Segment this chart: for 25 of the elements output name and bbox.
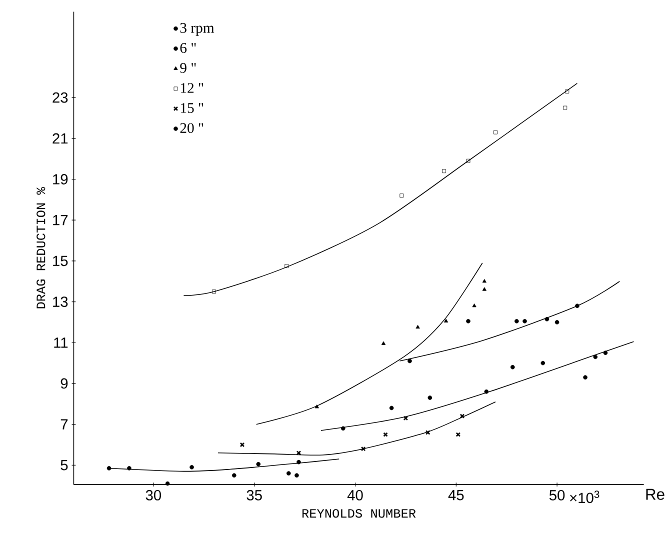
y-tick-label: 13 — [53, 296, 68, 308]
text: Re — [646, 489, 664, 500]
y-tick-label: 5 — [60, 460, 68, 471]
y-axis-title: DRAG REDUCTION % — [36, 187, 46, 308]
y-tick-label: 9 — [60, 378, 68, 389]
y-tick-label: 11 — [54, 338, 68, 348]
y-tick-label: 17 — [53, 215, 68, 226]
x-tick-label: 50 — [549, 490, 565, 501]
x-tick-label: 45 — [448, 490, 464, 500]
legend-label: 6 " — [180, 43, 196, 54]
x-tick-label: 30 — [146, 490, 162, 501]
legend-label: 9 " — [180, 63, 196, 74]
legend-label: 20 " — [180, 123, 204, 134]
y-tick-label: 19 — [53, 174, 68, 185]
x-tick-label: 40 — [347, 490, 363, 501]
legend-label: 3 rpm — [180, 23, 214, 36]
legend-label: 15 " — [180, 103, 204, 114]
x-axis-title: REYNOLDS NUMBER — [302, 509, 416, 518]
y-tick-label: 23 — [52, 92, 68, 103]
legend-label: 12 " — [180, 83, 204, 94]
x-tick-label: 35 — [246, 490, 262, 501]
text: ×10$^{3}$ — [570, 490, 600, 504]
y-tick-label: 15 — [53, 256, 68, 266]
y-tick-label: 7 — [60, 419, 68, 430]
y-tick-label: 21 — [52, 133, 68, 144]
